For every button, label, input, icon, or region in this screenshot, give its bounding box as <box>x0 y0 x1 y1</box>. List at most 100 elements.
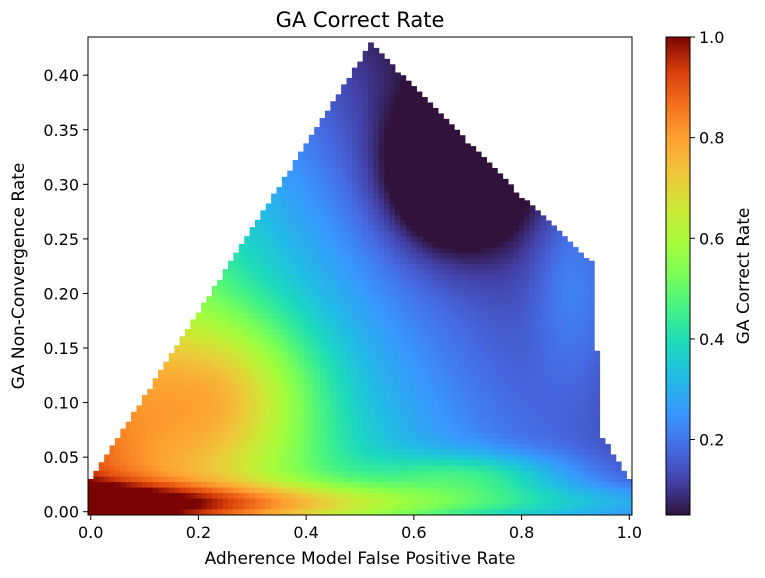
heatmap-cell <box>211 383 218 390</box>
heatmap-cell <box>421 443 428 450</box>
heatmap-cell <box>524 230 531 237</box>
heatmap-cell <box>324 154 331 161</box>
heatmap-cell <box>109 487 116 494</box>
heatmap-cell <box>535 312 541 319</box>
heatmap-cell <box>459 252 466 259</box>
heatmap-cell <box>319 410 326 417</box>
heatmap-cell <box>491 487 498 494</box>
heatmap-cell <box>470 481 477 488</box>
heatmap-cell <box>540 410 547 417</box>
heatmap-cell <box>491 383 498 390</box>
heatmap-cell <box>249 432 256 439</box>
heatmap-cell <box>276 465 283 472</box>
heatmap-cell <box>335 116 342 122</box>
heatmap-cell <box>438 410 444 417</box>
heatmap-cell <box>351 481 358 488</box>
heatmap-cell <box>567 339 574 346</box>
heatmap-cell <box>561 459 568 466</box>
heatmap-cell <box>411 345 417 352</box>
heatmap-cell <box>195 367 202 373</box>
heatmap-cell <box>475 509 482 515</box>
heatmap-cell <box>443 132 450 139</box>
heatmap-cell <box>125 465 132 472</box>
heatmap-cell <box>281 492 288 499</box>
heatmap-cell <box>298 503 304 510</box>
heatmap-cell <box>508 410 514 417</box>
heatmap-cell <box>373 170 380 177</box>
heatmap-cell <box>389 285 396 292</box>
heatmap-cell <box>411 307 417 313</box>
heatmap-cell <box>217 350 224 357</box>
heatmap-cell <box>524 225 531 232</box>
heatmap-cell <box>303 230 310 237</box>
heatmap-cell <box>271 448 277 455</box>
heatmap-cell <box>222 432 229 439</box>
heatmap-cell <box>335 105 342 112</box>
heatmap-cell <box>378 67 385 73</box>
heatmap-cell <box>497 173 504 177</box>
heatmap-cell <box>265 290 272 297</box>
heatmap-cell <box>411 361 417 368</box>
heatmap-cell <box>389 465 396 472</box>
heatmap-cell <box>335 230 342 237</box>
heatmap-cell <box>373 94 380 101</box>
heatmap-cell <box>362 219 369 226</box>
heatmap-cell <box>448 197 455 204</box>
heatmap-cell <box>459 323 466 330</box>
heatmap-cell <box>561 361 568 368</box>
heatmap-cell <box>238 372 245 379</box>
heatmap-cell <box>405 350 412 357</box>
heatmap-cell <box>443 268 450 275</box>
heatmap-cell <box>303 334 310 341</box>
heatmap-cell <box>432 176 439 182</box>
heatmap-cell <box>373 47 380 52</box>
heatmap-cell <box>411 454 417 461</box>
heatmap-cell <box>341 438 347 444</box>
heatmap-cell <box>551 509 557 515</box>
heatmap-cell <box>475 448 482 455</box>
heatmap-cell <box>400 203 407 210</box>
heatmap-cell <box>319 388 326 395</box>
heatmap-cell <box>556 492 563 499</box>
heatmap-cell <box>201 350 207 357</box>
heatmap-cell <box>335 143 342 150</box>
heatmap-cell <box>443 470 450 477</box>
heatmap-cell <box>357 307 364 313</box>
heatmap-cell <box>545 279 552 286</box>
heatmap-cell <box>421 296 428 303</box>
heatmap-cell <box>260 230 267 237</box>
heatmap-cell <box>400 492 407 499</box>
heatmap-cell <box>551 399 557 406</box>
heatmap-cell <box>341 285 347 292</box>
heatmap-cell <box>400 83 407 90</box>
heatmap-cell <box>190 432 197 439</box>
heatmap-cell <box>481 157 487 161</box>
heatmap-cell <box>324 285 331 292</box>
heatmap-cell <box>292 367 299 373</box>
heatmap-cell <box>416 459 423 466</box>
heatmap-cell <box>513 454 520 461</box>
heatmap-cell <box>319 465 326 472</box>
heatmap-cell <box>508 214 514 221</box>
heatmap-cell <box>136 481 143 488</box>
heatmap-cell <box>481 448 487 455</box>
heatmap-cell <box>384 208 391 215</box>
heatmap-cell <box>470 487 477 494</box>
heatmap-cell <box>308 383 315 390</box>
heatmap-cell <box>281 443 288 450</box>
heatmap-cell <box>443 137 450 144</box>
heatmap-cell <box>308 268 315 275</box>
heatmap-cell <box>104 498 110 504</box>
heatmap-cell <box>357 279 364 286</box>
heatmap-cell <box>260 361 267 368</box>
heatmap-cell <box>395 509 401 515</box>
heatmap-cell <box>298 427 304 434</box>
heatmap-cell <box>443 438 450 444</box>
heatmap-cell <box>438 367 444 373</box>
heatmap-cell <box>427 318 434 324</box>
heatmap-cell <box>384 214 391 221</box>
heatmap-cell <box>502 470 509 477</box>
heatmap-cell <box>454 470 461 477</box>
heatmap-cell <box>459 339 466 346</box>
heatmap-cell <box>276 203 283 210</box>
